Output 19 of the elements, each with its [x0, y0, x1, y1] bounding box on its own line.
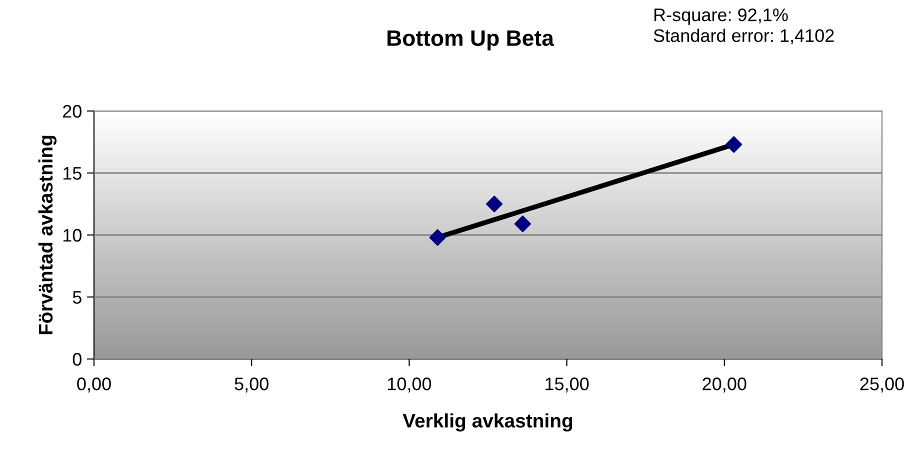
x-axis-title: Verklig avkastning — [402, 413, 572, 432]
point — [726, 136, 742, 153]
x-tick-label: 20,00 — [702, 378, 746, 392]
point — [514, 216, 531, 232]
chart-title: Bottom Up Beta — [388, 30, 554, 50]
y-tick-label: 10 — [63, 228, 82, 242]
y-tick-label: 5 — [72, 291, 82, 304]
text: R-square: 92,1% Standard error: 1,4102 — [654, 8, 834, 44]
point — [486, 196, 503, 212]
y-tick-label: 15 — [63, 167, 82, 180]
x-tick-label: 25,00 — [860, 378, 904, 392]
x-tick-label: 0,00 — [77, 378, 111, 392]
x-tick-label: 5,00 — [234, 378, 268, 392]
y-tick-label: 20 — [63, 104, 82, 118]
y-tick-label: 0 — [72, 352, 82, 366]
x-tick-label: 15,00 — [546, 378, 589, 392]
point — [429, 229, 446, 246]
y-axis-title: Förväntad avkastning — [38, 136, 57, 334]
x-tick-label: 10,00 — [388, 378, 432, 392]
